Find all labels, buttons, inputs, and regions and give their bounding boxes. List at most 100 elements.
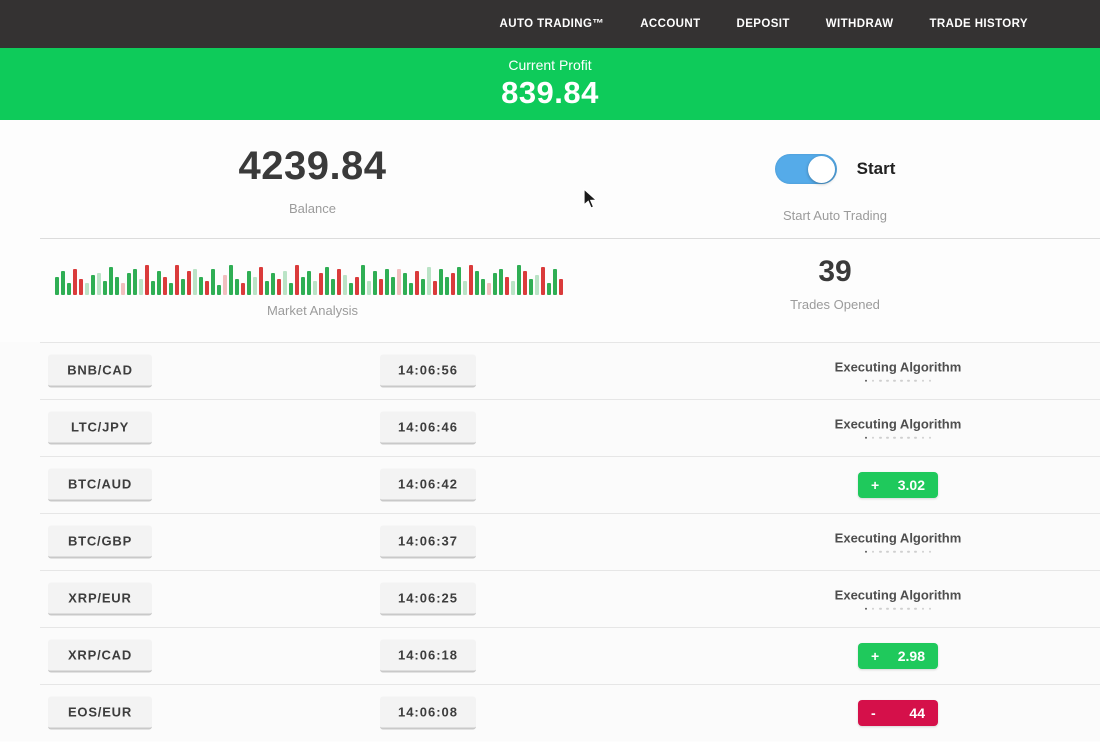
candle-bar	[115, 277, 119, 295]
trades-list: BNB/CAD 14:06:56 Executing Algorithm LTC…	[0, 342, 1100, 741]
trade-time-button[interactable]: 14:06:37	[380, 525, 476, 558]
candle-bar	[91, 275, 95, 295]
candle-bar	[301, 277, 305, 295]
candle-bar	[169, 283, 173, 295]
candle-bar	[361, 265, 365, 295]
candle-bar	[355, 277, 359, 295]
candle-bar	[187, 271, 191, 295]
nav-item-trade-history[interactable]: TRADE HISTORY	[929, 18, 1028, 30]
trade-time-button[interactable]: 14:06:08	[380, 696, 476, 729]
candle-bar	[433, 281, 437, 295]
nav-item-auto-trading[interactable]: AUTO TRADING™	[499, 18, 605, 30]
candle-bar	[397, 269, 401, 295]
candle-bar	[151, 281, 155, 295]
trades-opened-label: Trades Opened	[790, 297, 880, 312]
executing-algorithm-label: Executing Algorithm	[834, 416, 962, 432]
candle-bar	[97, 273, 101, 295]
candle-bar	[319, 273, 323, 295]
balance-value: 4239.84	[238, 144, 387, 188]
trade-row: BTC/GBP 14:06:37 Executing Algorithm	[0, 513, 1100, 570]
nav-item-withdraw[interactable]: WITHDRAW	[825, 18, 894, 30]
trade-status: Executing Algorithm	[798, 530, 998, 553]
candle-bar	[469, 265, 473, 295]
candle-bar	[337, 269, 341, 295]
trade-status: +2.98	[798, 642, 998, 669]
candle-bar	[559, 279, 563, 295]
asset-pair-button[interactable]: BNB/CAD	[48, 354, 152, 387]
top-nav: AUTO TRADING™ ACCOUNT DEPOSIT WITHDRAW TRADE…	[0, 0, 1100, 48]
candle-bar	[295, 265, 299, 295]
candle-bar	[121, 283, 125, 295]
toggle-knob	[807, 155, 835, 183]
candle-bar	[445, 277, 449, 295]
candle-bar	[205, 281, 209, 295]
candle-bar	[307, 271, 311, 295]
nav-item-account[interactable]: ACCOUNT	[640, 18, 701, 30]
market-analysis-label: Market Analysis	[266, 303, 359, 318]
trade-status: Executing Algorithm	[798, 359, 998, 382]
trade-time-button[interactable]: 14:06:42	[380, 468, 476, 501]
executing-algorithm-label: Executing Algorithm	[834, 587, 962, 603]
trade-row: XRP/EUR 14:06:25 Executing Algorithm	[0, 570, 1100, 627]
candle-bar	[163, 277, 167, 295]
candle-bar	[481, 279, 485, 295]
candle-bar	[385, 269, 389, 295]
candle-bar	[175, 265, 179, 295]
asset-pair-button[interactable]: BTC/GBP	[48, 525, 152, 558]
candle-bar	[211, 269, 215, 295]
executing-algorithm-label: Executing Algorithm	[834, 359, 962, 375]
candle-bar	[391, 277, 395, 295]
asset-pair-button[interactable]: LTC/JPY	[48, 411, 152, 444]
candle-bar	[403, 273, 407, 295]
nav-item-deposit[interactable]: DEPOSIT	[736, 18, 790, 30]
candle-bar	[133, 269, 137, 295]
progress-dots	[798, 550, 998, 553]
candle-bar	[157, 271, 161, 295]
candle-bar	[505, 277, 509, 295]
candle-bar	[229, 265, 233, 295]
candle-bar	[415, 271, 419, 295]
trade-row: BNB/CAD 14:06:56 Executing Algorithm	[0, 342, 1100, 399]
candle-bar	[73, 269, 77, 295]
asset-pair-button[interactable]: EOS/EUR	[48, 696, 152, 729]
balance-label: Balance	[289, 201, 336, 216]
candle-bar	[139, 279, 143, 295]
progress-dots	[798, 607, 998, 610]
candle-bar	[325, 267, 329, 295]
trade-status: -44	[798, 699, 998, 726]
profit-badge: +3.02	[858, 471, 938, 498]
auto-trading-toggle[interactable]	[774, 154, 837, 184]
trade-time-button[interactable]: 14:06:56	[380, 354, 476, 387]
candle-bar	[343, 275, 347, 295]
candle-bar	[283, 271, 287, 295]
candle-bar	[373, 271, 377, 295]
candle-bar	[265, 281, 269, 295]
asset-pair-button[interactable]: XRP/EUR	[48, 582, 152, 615]
candle-bar	[379, 279, 383, 295]
candle-bar	[253, 277, 257, 295]
candle-bar	[541, 267, 545, 295]
market-analysis-chart	[55, 261, 565, 295]
candle-bar	[61, 271, 65, 295]
trade-time-button[interactable]: 14:06:25	[380, 582, 476, 615]
asset-pair-button[interactable]: XRP/CAD	[48, 639, 152, 672]
trade-row: XRP/CAD 14:06:18 +2.98	[0, 627, 1100, 684]
trade-time-button[interactable]: 14:06:18	[380, 639, 476, 672]
asset-pair-button[interactable]: BTC/AUD	[48, 468, 152, 501]
candle-bar	[145, 265, 149, 295]
candle-bar	[367, 281, 371, 295]
candle-bar	[523, 271, 527, 295]
current-profit-banner: Current Profit 839.84	[0, 48, 1100, 120]
candle-bar	[349, 283, 353, 295]
candle-bar	[217, 285, 221, 295]
auto-trading-label: Start Auto Trading	[782, 208, 888, 223]
candle-bar	[67, 283, 71, 295]
candle-bar	[475, 271, 479, 295]
executing-algorithm-label: Executing Algorithm	[834, 530, 962, 546]
candle-bar	[181, 279, 185, 295]
candle-bar	[439, 269, 443, 295]
candle-bar	[547, 283, 551, 295]
candle-bar	[127, 273, 131, 295]
trade-time-button[interactable]: 14:06:46	[380, 411, 476, 444]
candle-bar	[553, 269, 557, 295]
